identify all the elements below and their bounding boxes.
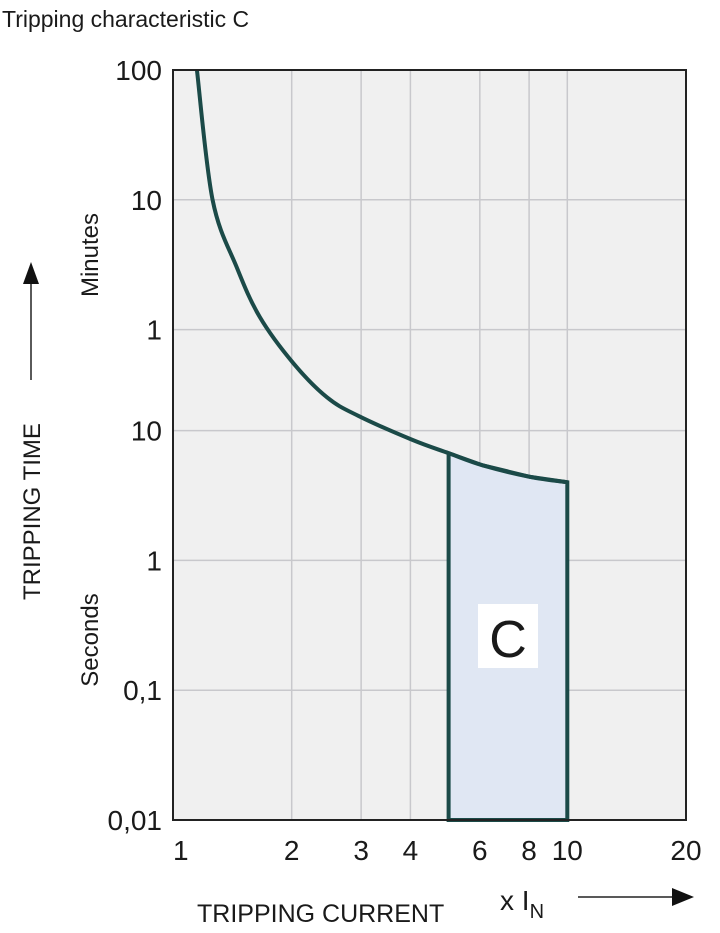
y-tick-label: 0,1	[123, 675, 162, 706]
y-tick-label: 10	[131, 185, 162, 216]
y-tick-label: 0,01	[108, 805, 163, 836]
x-tick-label: 8	[521, 835, 537, 866]
chart-title: Tripping characteristic C	[2, 6, 249, 32]
tripping-curve	[194, 69, 568, 485]
x-tick-label: 6	[472, 835, 488, 866]
band-label-box	[478, 604, 538, 668]
x-tick-label: 4	[403, 835, 419, 866]
x-tick-label: 2	[284, 835, 300, 866]
x-tick-label: 3	[353, 835, 369, 866]
x-tick-label: 20	[670, 835, 701, 866]
y-axis-label: TRIPPING TIME	[19, 423, 46, 600]
y-unit-seconds: Seconds	[77, 593, 104, 686]
x-axis-arrow-head	[672, 888, 694, 906]
x-tick-label: 1	[173, 835, 189, 866]
x-axis-label: TRIPPING CURRENT	[197, 900, 444, 928]
plot-frame	[172, 69, 687, 821]
x-unit: x IN	[500, 885, 544, 923]
x-tick-label: 10	[552, 835, 583, 866]
gridlines	[173, 69, 686, 821]
y-axis-arrow-head	[23, 262, 39, 284]
y-unit-minutes: Minutes	[77, 213, 104, 297]
band-label: C	[489, 611, 527, 669]
y-tick-label: 1	[146, 315, 162, 346]
y-tick-label: 100	[115, 55, 162, 86]
y-tick-label: 1	[146, 545, 162, 576]
y-tick-label: 10	[131, 416, 162, 447]
